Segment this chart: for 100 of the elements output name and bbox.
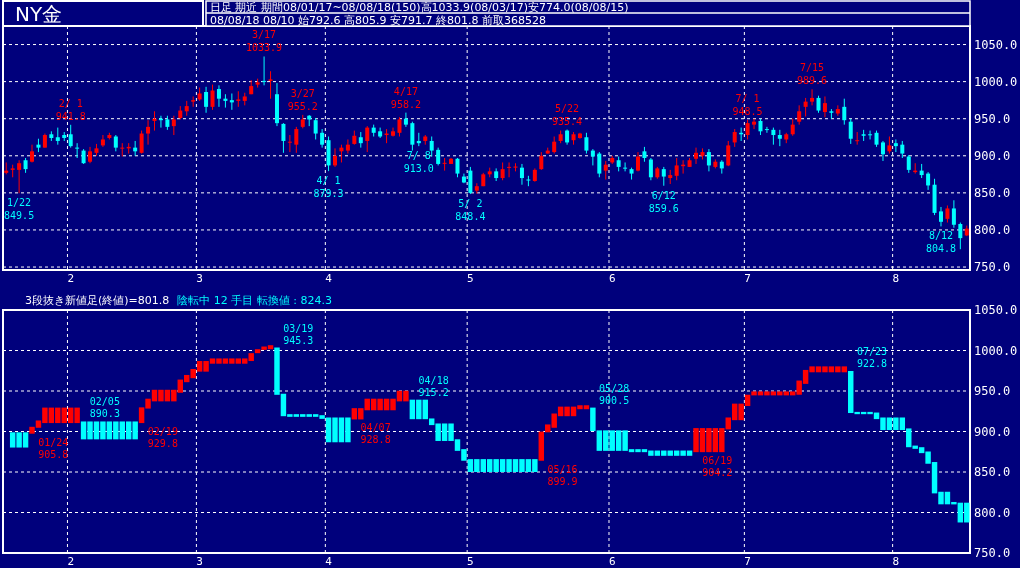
- annotation: 05/16 899.9: [547, 463, 578, 487]
- annotation: 4/17 958.2: [390, 85, 421, 110]
- candlestick: [100, 134, 105, 148]
- y-tick-label: 850.0: [974, 465, 1011, 479]
- candlestick: [603, 160, 608, 181]
- annotation: 07/23 922.8: [856, 345, 888, 369]
- annotation: 3/27 955.2: [287, 87, 318, 112]
- candlestick: [191, 95, 196, 108]
- x-tick-label: 6: [608, 555, 616, 568]
- candlestick: [623, 161, 628, 172]
- y-tick-label: 950.0: [974, 111, 1011, 126]
- y-tick-label: 1050.0: [974, 37, 1018, 52]
- x-tick-label: 2: [67, 272, 74, 285]
- chart-title: NY金: [15, 2, 63, 26]
- candlestick: [855, 131, 860, 146]
- candlestick: [171, 115, 176, 136]
- candlestick: [294, 126, 299, 154]
- y-tick-label: 1050.0: [974, 303, 1018, 317]
- candlestick: [410, 121, 415, 152]
- candlestick: [526, 175, 531, 187]
- candlestick: [365, 125, 370, 153]
- chart-subtitle: 日足 期近 期間08/01/17~08/08/18(150)高1033.9(08/03/17)安774.0(08/08/15): [210, 1, 629, 14]
- candlestick: [661, 166, 666, 187]
- candlestick: [75, 142, 80, 159]
- candlestick: [333, 147, 337, 168]
- candlestick: [797, 104, 802, 126]
- annotation: 6/12 859.6: [648, 189, 679, 214]
- candlestick: [951, 199, 956, 229]
- annotation: 2/ 1 941.8: [55, 97, 86, 122]
- y-tick-label: 1000.0: [974, 74, 1018, 89]
- x-tick-label: 4: [325, 272, 333, 285]
- annotation: 8/12 804.8: [925, 230, 957, 255]
- candlestick: [848, 118, 853, 145]
- candlestick: [590, 148, 595, 166]
- annotation: 7/15 989.6: [797, 62, 828, 87]
- x-tick-label: 8: [892, 272, 900, 285]
- candlestick: [455, 157, 460, 178]
- y-tick-label: 1000.0: [974, 343, 1018, 358]
- y-tick-label: 950.0: [974, 384, 1011, 398]
- candlestick: [397, 116, 402, 137]
- annotation: 02/05 890.3: [89, 396, 120, 420]
- chart-title: 3段抜き新値足(終値)=801.8: [25, 294, 170, 307]
- annotation: 01/24 905.8: [38, 436, 69, 460]
- annotation: 7/ 1 948.5: [732, 92, 763, 117]
- candlestick: [803, 97, 808, 117]
- y-tick-label: 750.0: [974, 260, 1011, 275]
- candlestick: [68, 124, 73, 149]
- annotation: 04/07 928.8: [360, 422, 391, 446]
- candlestick: [519, 163, 524, 186]
- annotation: 4/ 1 879.3: [313, 175, 344, 200]
- candlestick: [597, 151, 602, 178]
- bar: [538, 431, 545, 461]
- x-tick-label: 6: [608, 272, 616, 285]
- y-tick-label: 900.0: [974, 424, 1011, 439]
- candlestick: [842, 98, 847, 126]
- x-tick-label: 4: [325, 555, 333, 568]
- y-tick-label: 800.0: [974, 505, 1011, 520]
- candlestick: [345, 138, 350, 155]
- candlestick: [745, 119, 750, 140]
- candlestick: [706, 148, 711, 172]
- annotation: 5/ 2 848.4: [455, 198, 486, 223]
- candlestick: [893, 138, 898, 153]
- candlestick: [938, 206, 943, 227]
- x-tick-label: 5: [467, 555, 474, 568]
- candlestick: [320, 128, 325, 149]
- x-tick-label: 3: [196, 272, 203, 285]
- candlestick: [287, 134, 292, 153]
- candlestick: [268, 70, 273, 100]
- annotation: 02/19 929.8: [147, 426, 178, 450]
- annotation: 03/19 945.3: [283, 322, 314, 346]
- x-tick-label: 7: [744, 272, 751, 285]
- y-tick-label: 850.0: [974, 185, 1011, 200]
- annotation: 1/22 849.5: [4, 197, 35, 222]
- annotation: 3/17 1033.9: [246, 29, 283, 54]
- annotation: 08/08/18 08/10 始792.6 高805.9 安791.7 終801.8 前取368528: [210, 14, 547, 27]
- candlestick: [429, 136, 434, 158]
- candlestick: [120, 142, 125, 158]
- candlestick: [726, 140, 731, 167]
- annotation: 5/22 935.4: [552, 102, 583, 127]
- candlestick: [752, 118, 757, 130]
- y-tick-label: 900.0: [974, 148, 1011, 163]
- candlestick: [868, 130, 873, 140]
- chart-subtitle: 陰転中 12 手目 転換値 : 824.3: [177, 294, 332, 307]
- candlestick: [764, 126, 769, 134]
- candlestick: [822, 95, 827, 118]
- candlestick: [17, 159, 22, 194]
- candlestick: [810, 88, 815, 106]
- x-tick-label: 5: [467, 272, 474, 285]
- candlestick: [139, 130, 144, 155]
- candlestick: [313, 117, 318, 140]
- annotation: 05/28 900.5: [599, 382, 630, 406]
- candlestick: [880, 140, 885, 162]
- candlestick: [507, 161, 512, 178]
- candlestick: [468, 166, 473, 195]
- y-tick-label: 800.0: [974, 222, 1011, 237]
- x-tick-label: 7: [744, 555, 751, 568]
- x-tick-label: 3: [196, 555, 203, 568]
- x-tick-label: 2: [67, 555, 74, 568]
- candlestick: [281, 122, 286, 154]
- y-tick-label: 750.0: [974, 546, 1011, 560]
